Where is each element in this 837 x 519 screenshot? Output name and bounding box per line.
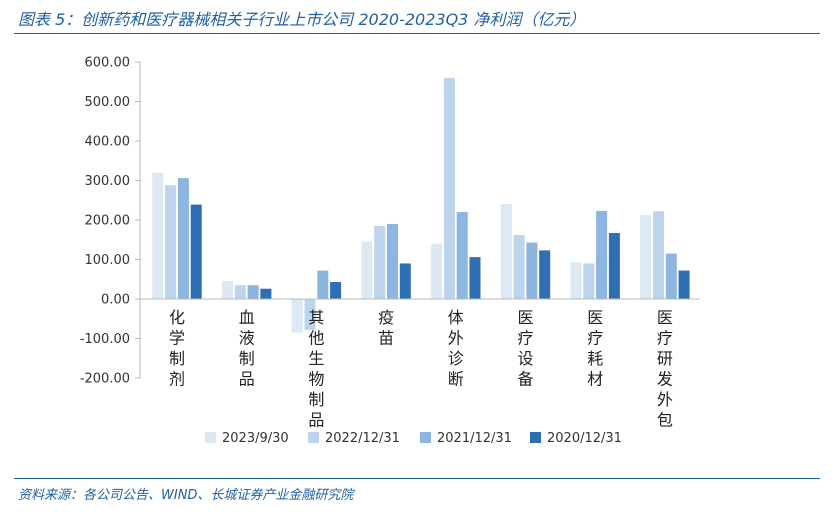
x-category-label: 化学制剂 bbox=[169, 308, 185, 389]
legend-label: 2023/9/30 bbox=[222, 431, 289, 446]
bar bbox=[247, 285, 259, 299]
bar bbox=[387, 223, 398, 299]
bar bbox=[583, 263, 595, 299]
legend-label: 2020/12/31 bbox=[547, 431, 622, 446]
bar bbox=[570, 262, 582, 299]
bar bbox=[330, 282, 342, 299]
y-tick-label: 400.00 bbox=[85, 135, 131, 150]
bar bbox=[665, 253, 677, 299]
bar bbox=[361, 241, 373, 299]
bar bbox=[653, 211, 664, 299]
legend-label: 2021/12/31 bbox=[437, 431, 512, 446]
title-divider bbox=[14, 33, 820, 34]
figure-title: 图表 5：创新药和医疗器械相关子行业上市公司 2020-2023Q3 净利润（亿… bbox=[18, 10, 586, 29]
bar bbox=[526, 242, 538, 299]
y-tick-label: 200.00 bbox=[85, 214, 131, 229]
bar bbox=[291, 299, 303, 333]
y-tick-label: -100.00 bbox=[80, 332, 130, 347]
bar bbox=[431, 243, 443, 299]
bar bbox=[260, 288, 272, 299]
legend-swatch bbox=[308, 432, 319, 443]
bar bbox=[500, 204, 512, 299]
y-tick-label: 100.00 bbox=[85, 253, 131, 268]
legend-swatch bbox=[530, 432, 541, 443]
footer-divider bbox=[14, 478, 820, 479]
x-category-label: 其他生物制品 bbox=[308, 308, 324, 430]
bar bbox=[539, 250, 551, 299]
y-tick-label: 600.00 bbox=[85, 56, 131, 71]
x-category-label: 体外诊断 bbox=[448, 308, 464, 389]
bar bbox=[608, 233, 620, 299]
legend-label: 2022/12/31 bbox=[325, 431, 400, 446]
bar bbox=[304, 299, 316, 330]
bar bbox=[596, 210, 608, 299]
y-tick-label: 300.00 bbox=[85, 174, 131, 189]
net-profit-bar-chart: 600.00 500.00 400.00 300.00 200.00 100.00 0.00… bbox=[80, 56, 700, 446]
x-category-label: 血液制品 bbox=[239, 308, 255, 389]
bar bbox=[456, 212, 468, 299]
bar bbox=[152, 172, 164, 299]
bar bbox=[234, 285, 246, 299]
y-tick-label: 0.00 bbox=[101, 293, 130, 308]
y-tick-label: -200.00 bbox=[80, 372, 130, 387]
legend-swatch bbox=[420, 432, 431, 443]
bar bbox=[222, 280, 233, 299]
legend-swatch bbox=[205, 432, 216, 443]
x-category-label: 医疗设备 bbox=[517, 308, 533, 389]
source-note: 资料来源：各公司公告、WIND、长城证券产业金融研究院 bbox=[18, 488, 354, 503]
bar bbox=[469, 257, 481, 299]
bar bbox=[165, 185, 177, 299]
x-category-label: 医疗耗材 bbox=[587, 308, 603, 389]
x-category-label: 疫苗 bbox=[378, 308, 394, 348]
bar bbox=[678, 270, 690, 299]
x-category-label: 医疗研发外包 bbox=[657, 308, 673, 430]
bar bbox=[399, 263, 411, 299]
bar bbox=[640, 215, 652, 299]
y-tick-label: 500.00 bbox=[85, 95, 131, 110]
bar bbox=[317, 270, 329, 299]
bar bbox=[513, 235, 525, 299]
bar bbox=[177, 178, 189, 299]
bar bbox=[374, 225, 386, 299]
bar bbox=[443, 77, 455, 299]
bar bbox=[190, 204, 202, 299]
